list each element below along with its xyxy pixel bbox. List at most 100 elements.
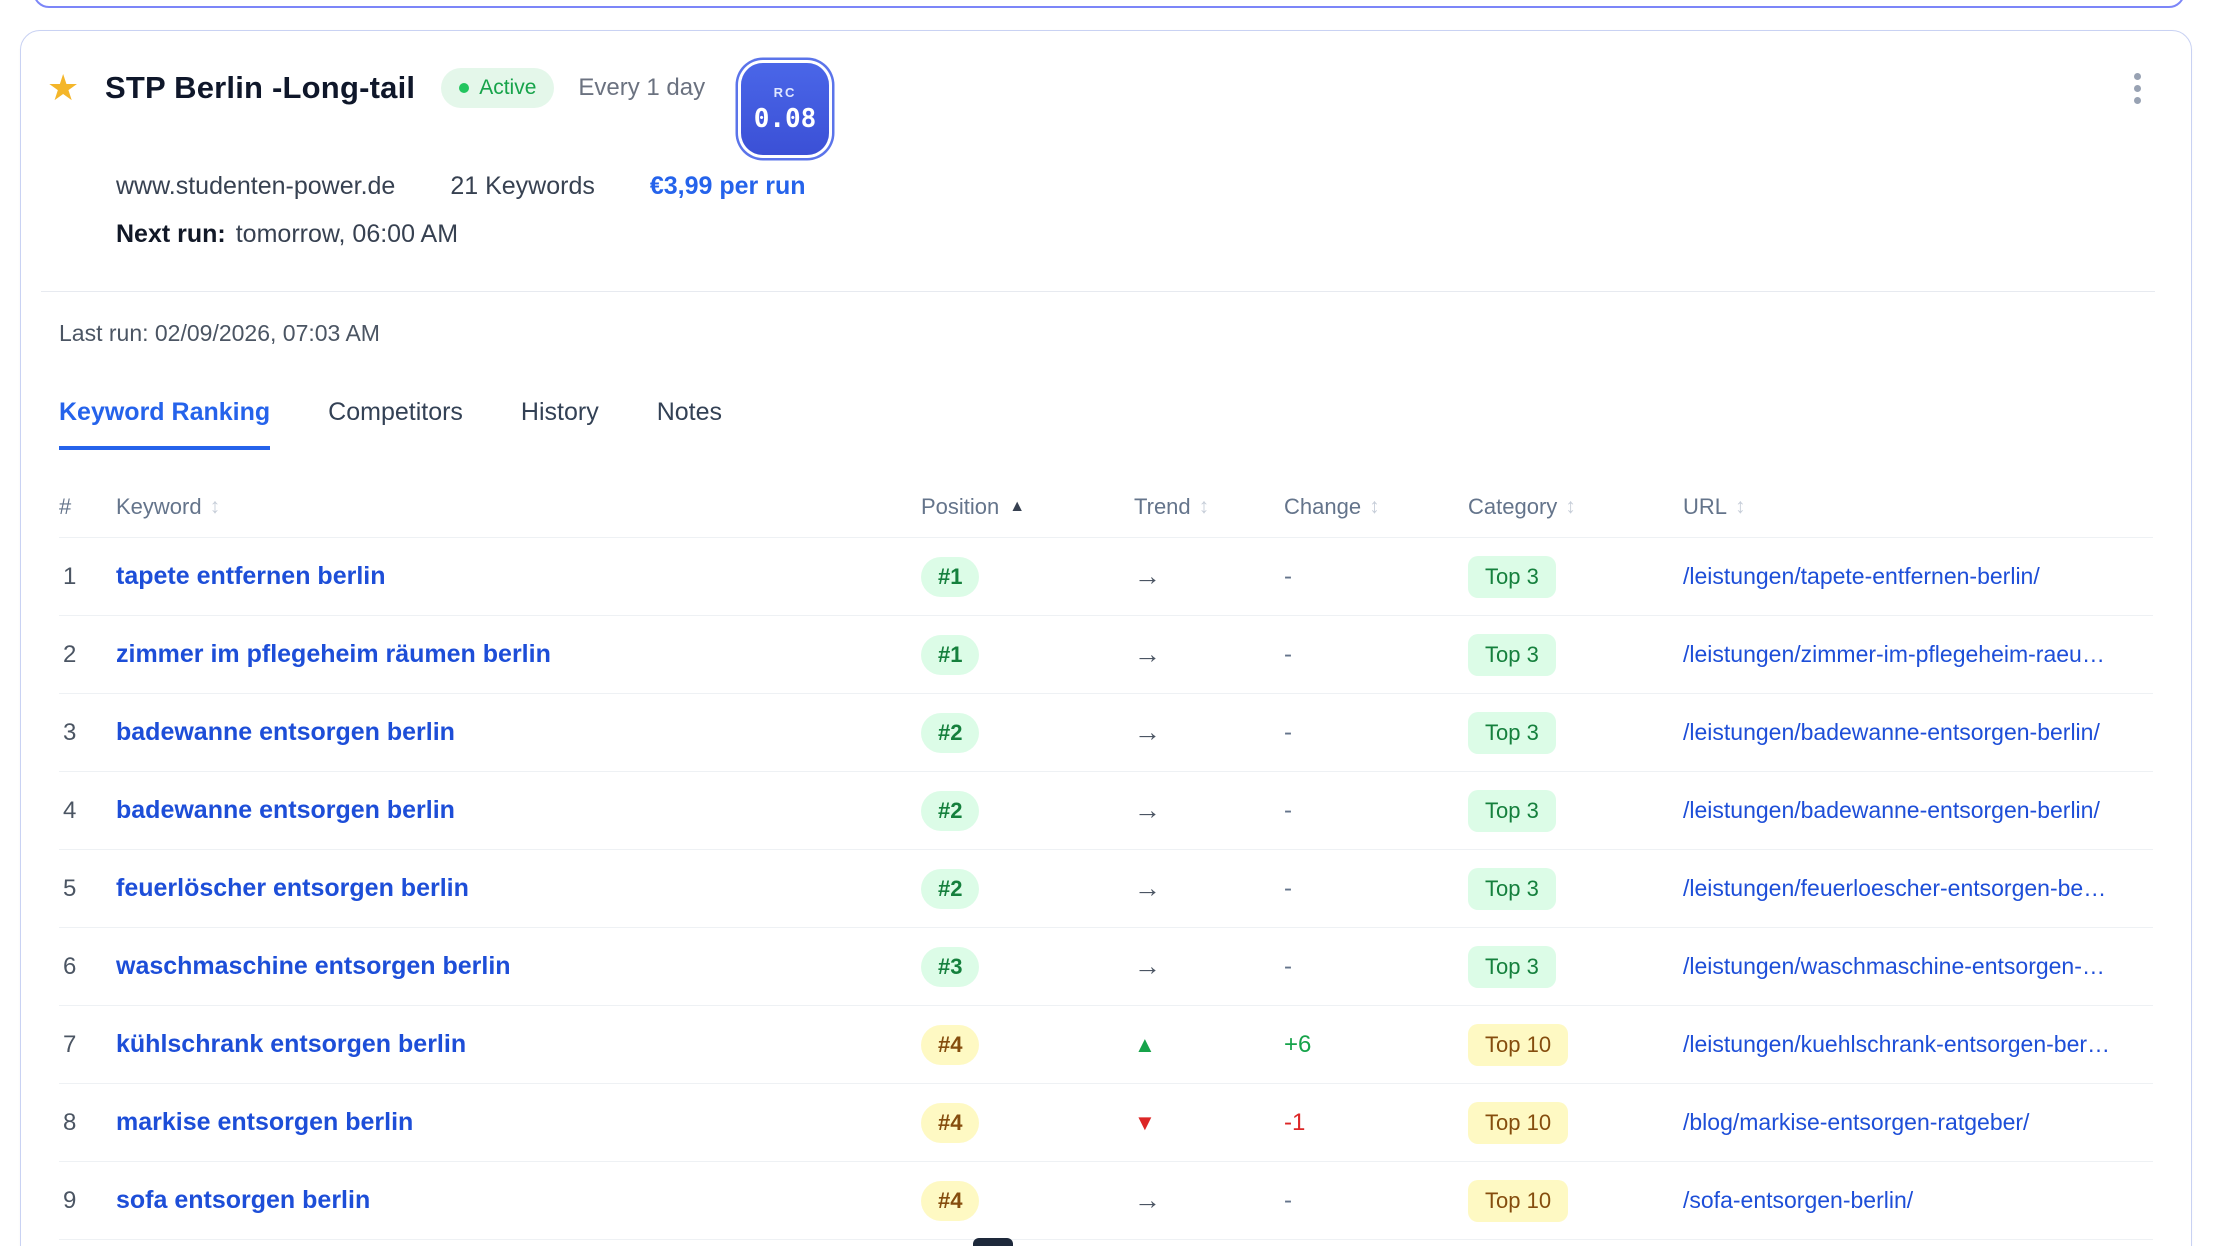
keyword-link[interactable]: markise entsorgen berlin [116,1108,414,1136]
position-badge: #3 [921,946,980,987]
keyword-table: # Keyword ↕ Position ▲ Trend ↕ Change ↕ Category ↕… [59,476,2153,1240]
table-row: 1 tapete entfernen berlin #1 → - Top 3/leistu… [59,538,2153,616]
change-value: - [1284,562,1292,590]
column-header-keyword[interactable]: Keyword ↕ [116,494,921,520]
url-link[interactable]: /blog/markise-entsorgen-ratgeber/ [1683,1109,2030,1135]
change-value: - [1284,640,1292,668]
column-label: Category [1468,493,1558,519]
row-number: 9 [63,1186,77,1214]
table-row: 4 badewanne entsorgen berlin #2 → - Top 3/lei… [59,772,2153,850]
category-badge: Top 3 [1468,789,1556,832]
star-icon[interactable]: ★ [47,67,80,108]
url-link[interactable]: /leistungen/waschmaschine-entsorgen-… [1683,953,2105,979]
table-row: 8 markise entsorgen berlin #4 ▼ -1 Top 10/blo… [59,1084,2153,1162]
url-link[interactable]: /leistungen/feuerloescher-entsorgen-be… [1683,875,2107,901]
trend-stable-icon: → [1134,873,1161,903]
change-value: +6 [1284,1030,1312,1058]
next-run: Next run: tomorrow, 06:00 AM [116,219,2151,249]
table-body: 1 tapete entfernen berlin #1 → - Top 3/leistu… [59,538,2153,1240]
column-label: Change [1284,493,1362,519]
sort-toggle-icon: ↕ [1198,494,1210,518]
url-link[interactable]: /sofa-entsorgen-berlin/ [1683,1187,1914,1213]
change-value: - [1284,718,1292,746]
keyword-link[interactable]: badewanne entsorgen berlin [116,796,455,824]
row-number: 3 [63,718,77,746]
column-header-change[interactable]: Change ↕ [1284,494,1468,520]
project-title: STP Berlin -Long-tail [105,70,416,105]
tab-keyword-ranking[interactable]: Keyword Ranking [59,396,271,450]
url-link[interactable]: /leistungen/badewanne-entsorgen-berlin/ [1683,797,2100,823]
category-badge: Top 3 [1468,633,1556,676]
url-link[interactable]: /leistungen/kuehlschrank-entsorgen-ber… [1683,1031,2111,1057]
keyword-link[interactable]: tapete entfernen berlin [116,562,386,590]
change-value: - [1284,796,1292,824]
position-badge: #4 [921,1180,980,1221]
sort-toggle-icon: ↕ [1565,494,1576,518]
row-number: 1 [63,562,77,590]
row-number: 8 [63,1108,77,1136]
category-badge: Top 10 [1468,1023,1569,1066]
column-label: # [59,493,72,519]
previous-card-edge [33,0,2185,8]
keyword-link[interactable]: waschmaschine entsorgen berlin [116,952,511,980]
url-link[interactable]: /leistungen/tapete-entfernen-berlin/ [1683,563,2040,589]
keyword-link[interactable]: badewanne entsorgen berlin [116,718,455,746]
row-number: 5 [63,874,77,902]
column-header-trend[interactable]: Trend ↕ [1134,494,1284,520]
bottom-cutoff-element [973,1238,1013,1246]
next-run-value: tomorrow, 06:00 AM [235,220,459,248]
url-link[interactable]: /leistungen/badewanne-entsorgen-berlin/ [1683,719,2100,745]
category-badge: Top 3 [1468,945,1556,988]
table-row: 2 zimmer im pflegeheim räumen berlin #1 → - T… [59,616,2153,694]
column-label: Trend [1134,493,1191,519]
tab-notes[interactable]: Notes [656,398,723,426]
keyword-link[interactable]: kühlschrank entsorgen berlin [116,1030,467,1058]
category-badge: Top 3 [1468,867,1556,910]
keyword-link[interactable]: sofa entsorgen berlin [116,1186,371,1214]
tab-competitors[interactable]: Competitors [328,398,463,426]
status-badge: Active [441,68,555,108]
row-number: 4 [63,796,77,824]
change-value: - [1284,1186,1292,1214]
run-cost-label: RC [773,84,797,100]
sort-toggle-icon: ↕ [209,494,221,518]
position-badge: #2 [921,790,980,831]
trend-up-icon: ▲ [1134,1031,1156,1057]
category-badge: Top 10 [1468,1101,1569,1144]
column-header-category[interactable]: Category ↕ [1468,494,1683,520]
keyword-link[interactable]: feuerlöscher entsorgen berlin [116,874,469,902]
header-divider [41,291,2155,292]
column-label: Keyword [116,493,202,519]
run-cost-badge[interactable]: RC 0.08 [741,63,829,155]
column-label: URL [1683,493,1728,519]
status-label: Active [479,76,537,99]
category-badge: Top 10 [1468,1179,1569,1222]
row-number: 6 [63,952,77,980]
url-link[interactable]: /leistungen/zimmer-im-pflegeheim-raeu… [1683,641,2105,667]
kebab-menu-icon[interactable] [2124,62,2151,115]
keyword-link[interactable]: zimmer im pflegeheim räumen berlin [116,640,551,668]
project-card: ★ STP Berlin -Long-tail Active Every 1 d… [20,30,2192,1246]
category-badge: Top 3 [1468,711,1556,754]
change-value: - [1284,952,1292,980]
table-header-row: # Keyword ↕ Position ▲ Trend ↕ Change ↕ Category ↕… [59,476,2153,538]
tab-history[interactable]: History [520,398,599,426]
price-per-run: €3,99 per run [649,172,806,200]
row-number: 7 [63,1030,77,1058]
column-header-position[interactable]: Position ▲ [921,494,1134,520]
trend-stable-icon: → [1134,561,1161,591]
position-badge: #2 [921,712,980,753]
next-run-label: Next run: [116,220,226,248]
table-row: 5 feuerlöscher entsorgen berlin #2 → - Top 3 /… [59,850,2153,928]
column-header-url[interactable]: URL ↕ [1683,494,2153,520]
project-meta: www.studenten-power.de 21 Keywords €3,99… [116,171,2151,201]
tab-bar: Keyword Ranking Competitors History Notes [59,396,2151,450]
position-badge: #2 [921,868,980,909]
table-row: 6 waschmaschine entsorgen berlin #3 → - Top 3… [59,928,2153,1006]
trend-stable-icon: → [1134,1185,1161,1215]
position-badge: #4 [921,1102,980,1143]
trend-stable-icon: → [1134,639,1161,669]
table-row: 3 badewanne entsorgen berlin #2 → - Top 3/lei… [59,694,2153,772]
project-domain: www.studenten-power.de [116,172,396,200]
